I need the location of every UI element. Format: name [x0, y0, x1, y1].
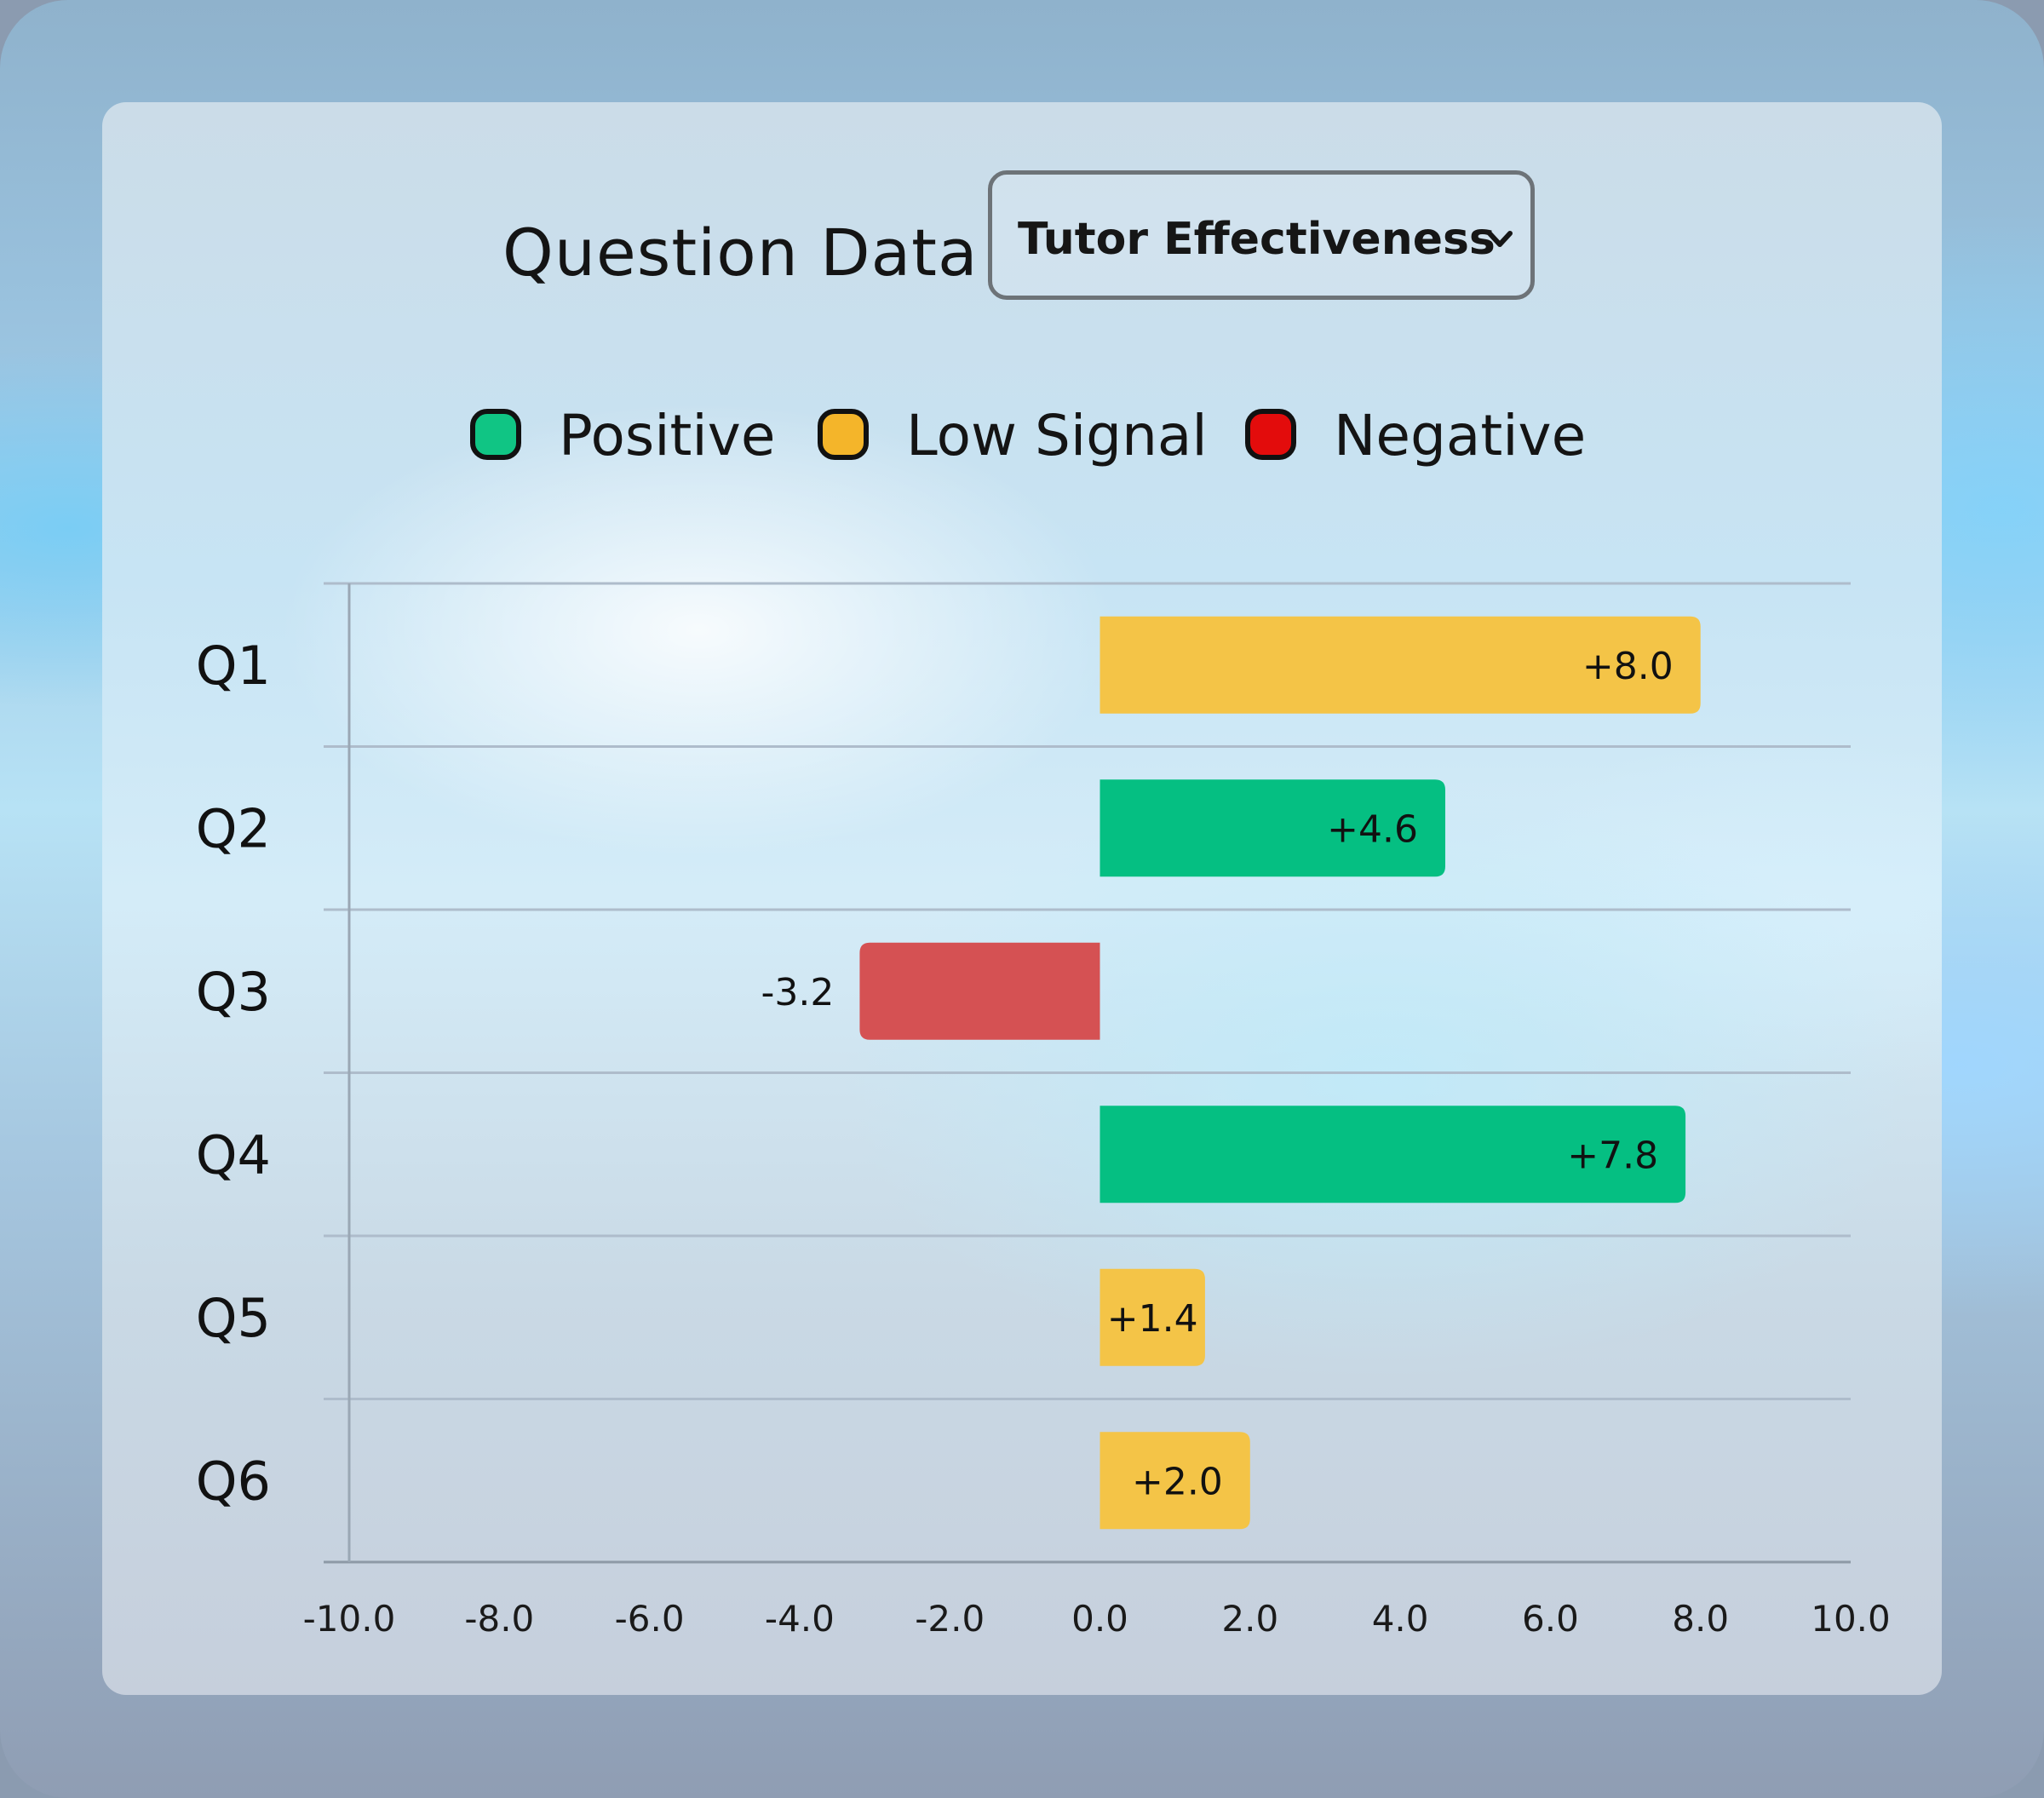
legend-swatch-negative [1245, 409, 1296, 460]
category-label: Q2 [196, 797, 271, 859]
x-tick-label: 0.0 [1071, 1598, 1128, 1640]
bar-q4 [1100, 1106, 1686, 1203]
value-label: +7.8 [1567, 1134, 1658, 1177]
legend-swatch-positive [470, 409, 521, 460]
legend-swatch-low-signal [818, 409, 869, 460]
value-label: +1.4 [1107, 1297, 1198, 1341]
chevron-down-icon [1487, 231, 1513, 247]
bar-q2 [1100, 779, 1445, 877]
bar-q3 [859, 942, 1100, 1040]
value-label: -3.2 [761, 971, 835, 1014]
x-tick-label: 8.0 [1672, 1598, 1729, 1640]
bar-q5 [1100, 1268, 1205, 1366]
category-label: Q3 [196, 961, 271, 1023]
chart-card: Question Data Tutor Effectiveness Positi… [102, 102, 1942, 1695]
bar-q1 [1100, 616, 1701, 714]
legend: Positive Low Signal Negative [102, 392, 1942, 494]
x-tick-label: 2.0 [1221, 1598, 1278, 1640]
value-label: +2.0 [1132, 1460, 1223, 1503]
x-tick-label: 10.0 [1811, 1598, 1891, 1640]
page-title: Question Data [502, 215, 979, 290]
x-tick-label: 6.0 [1522, 1598, 1579, 1640]
dropdown-selected-value: Tutor Effectiveness [1018, 214, 1496, 265]
x-tick-label: -6.0 [615, 1598, 685, 1640]
legend-label-negative: Negative [1334, 403, 1587, 468]
category-label: Q4 [196, 1123, 271, 1186]
x-tick-label: -2.0 [915, 1598, 985, 1640]
value-label: +8.0 [1582, 645, 1674, 688]
value-label: +4.6 [1327, 807, 1418, 851]
x-tick-label: 4.0 [1372, 1598, 1429, 1640]
x-tick-label: -10.0 [303, 1598, 396, 1640]
legend-label-positive: Positive [559, 403, 776, 468]
category-label: Q5 [196, 1287, 271, 1349]
bar-chart: Q1 +8.0 Q2 +4.6 Q3 -3.2 Q4 +7.8 Q5 +1.4 Q6 +2.0 -10.… [196, 582, 1891, 1640]
x-tick-label: -8.0 [464, 1598, 534, 1640]
category-label: Q6 [196, 1450, 271, 1512]
bar-q6 [1100, 1432, 1250, 1530]
x-tick-label: -4.0 [765, 1598, 835, 1640]
header: Question Data Tutor Effectiveness [102, 170, 1942, 307]
question-set-dropdown[interactable]: Tutor Effectiveness [988, 170, 1535, 300]
legend-label-low-signal: Low Signal [906, 403, 1208, 468]
category-label: Q1 [196, 635, 271, 697]
